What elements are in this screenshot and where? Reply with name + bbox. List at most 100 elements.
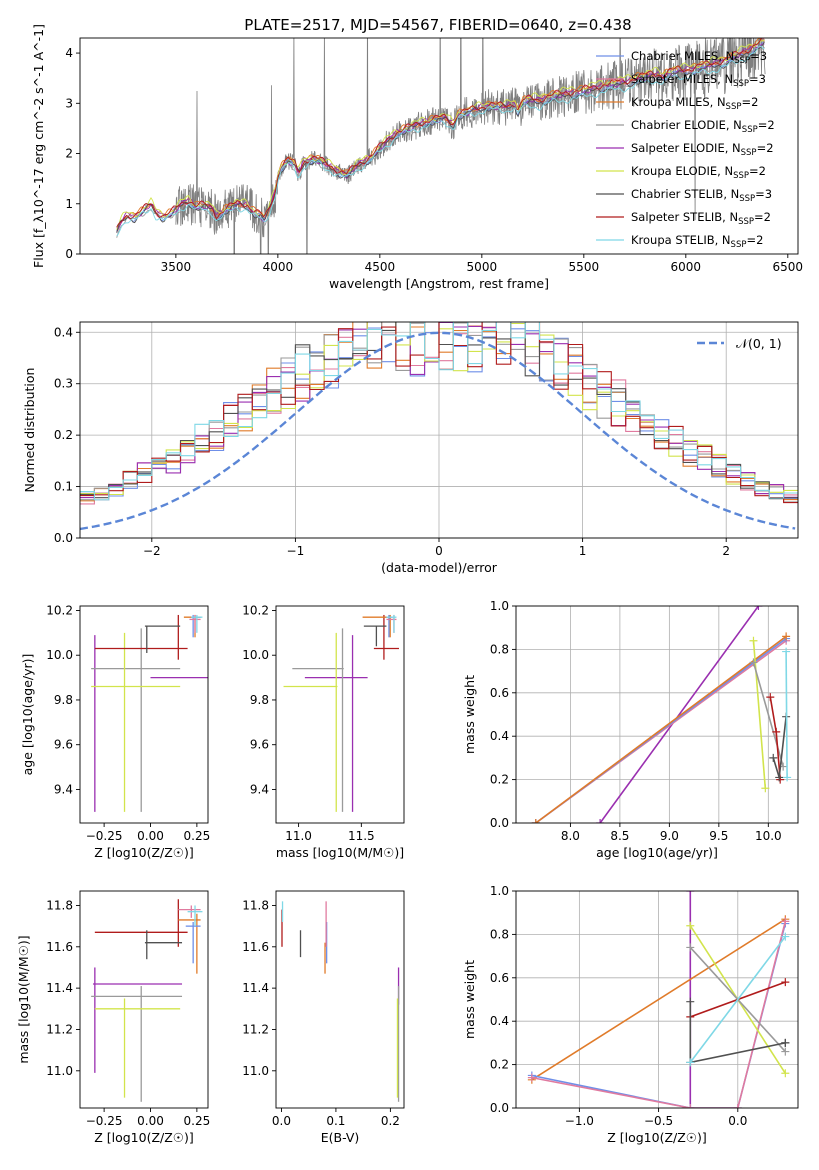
weight-marker bbox=[782, 632, 791, 641]
weight-line bbox=[752, 640, 767, 789]
x-tick-label: −0.25 bbox=[86, 1114, 123, 1128]
y-tick-label: 0.4 bbox=[54, 325, 73, 339]
x-tick-label: −0.5 bbox=[644, 1114, 673, 1128]
x-axis-label: E(B-V) bbox=[321, 1130, 360, 1145]
x-tick-label: 6500 bbox=[773, 260, 804, 274]
y-tick-label: 11.4 bbox=[242, 981, 269, 995]
spectrum-legend: Chabrier MILES, NSSP=3 Salpeter MILES, NS… bbox=[596, 49, 775, 250]
x-tick-label: 0.0 bbox=[272, 1114, 291, 1128]
model-spectrum bbox=[116, 38, 765, 228]
y-tick-label: 0.8 bbox=[490, 927, 509, 941]
weight-marker bbox=[761, 784, 770, 793]
y-tick-label: 11.2 bbox=[242, 1022, 269, 1036]
x-tick-label: 5000 bbox=[467, 260, 498, 274]
x-tick-label: 0.2 bbox=[381, 1114, 400, 1128]
plot-area bbox=[531, 606, 792, 823]
weight-marker bbox=[749, 636, 758, 645]
y-tick-label: 9.8 bbox=[250, 693, 269, 707]
x-tick-label: 1 bbox=[579, 544, 587, 558]
y-tick-label: 11.8 bbox=[242, 898, 269, 912]
residuals-panel: −2 −1 0 1 2 0.0 0.1 0.2 0.3 0.4 (data-model)/error… bbox=[22, 321, 799, 575]
plot-area bbox=[116, 38, 766, 254]
y-tick-label: 9.6 bbox=[250, 738, 269, 752]
weight-marker bbox=[782, 647, 791, 656]
x-tick-label: −1.0 bbox=[565, 1114, 594, 1128]
y-tick-label: 0.0 bbox=[490, 1101, 509, 1115]
y-tick-label: 9.4 bbox=[54, 782, 73, 796]
y-tick-label: 2 bbox=[65, 147, 73, 161]
plot-area bbox=[91, 614, 208, 812]
x-axis-label: Z [log10(Z/Z☉)] bbox=[94, 845, 194, 860]
x-tick-label: 6000 bbox=[671, 260, 702, 274]
y-tick-label: 10.0 bbox=[242, 648, 269, 662]
mass-vs-metallicity-panel: −0.25 0.00 0.25 11.0 11.2 11.4 11.6 11.8 Z [log1… bbox=[16, 890, 210, 1145]
weight-marker bbox=[531, 819, 540, 823]
axes-frame bbox=[275, 890, 405, 1109]
y-tick-label: 0 bbox=[65, 247, 73, 261]
x-axis-label: mass [log10(M/M☉)] bbox=[276, 845, 404, 860]
x-tick-label: 4500 bbox=[365, 260, 396, 274]
y-tick-label: 1.0 bbox=[490, 884, 509, 898]
legend-entry: Salpeter ELODIE, NSSP=2 bbox=[631, 141, 774, 158]
x-tick-label: −0.25 bbox=[86, 829, 123, 843]
observed-spectrum bbox=[175, 38, 766, 254]
legend-entry: Chabrier ELODIE, NSSP=2 bbox=[631, 118, 775, 135]
y-tick-label: 0.3 bbox=[54, 377, 73, 391]
x-tick-label: 0.00 bbox=[137, 1114, 164, 1128]
weight-marker bbox=[781, 932, 790, 941]
legend-entry: Kroupa ELODIE, NSSP=2 bbox=[631, 164, 766, 181]
x-tick-label: 8.0 bbox=[561, 829, 580, 843]
residual-histogram bbox=[80, 322, 798, 504]
x-tick-label: 4000 bbox=[263, 260, 294, 274]
x-tick-label: 2 bbox=[722, 544, 730, 558]
x-tick-label: 0.00 bbox=[137, 829, 164, 843]
weight-marker bbox=[686, 943, 695, 952]
x-tick-label: 0.25 bbox=[184, 829, 211, 843]
y-tick-label: 10.2 bbox=[242, 603, 269, 617]
axes-frame bbox=[515, 890, 799, 1109]
x-tick-label: −1 bbox=[287, 544, 305, 558]
axes-frame bbox=[79, 37, 799, 255]
x-tick-label: 8.5 bbox=[610, 829, 629, 843]
y-tick-label: 0.6 bbox=[490, 686, 509, 700]
x-axis-label: age [log10(age/yr)] bbox=[596, 845, 718, 860]
figure-title: PLATE=2517, MJD=54567, FIBERID=0640, z=0… bbox=[244, 16, 631, 34]
weight-marker bbox=[686, 921, 695, 930]
model-spectrum bbox=[116, 41, 765, 233]
plot-area bbox=[527, 891, 790, 1108]
y-tick-label: 10.0 bbox=[46, 648, 73, 662]
weight-marker bbox=[754, 606, 763, 610]
residual-histogram bbox=[80, 322, 798, 501]
y-tick-label: 10.2 bbox=[46, 603, 73, 617]
y-tick-label: 0.6 bbox=[490, 971, 509, 985]
x-tick-label: 0 bbox=[435, 544, 443, 558]
axes-frame bbox=[79, 605, 209, 824]
y-tick-label: 0.8 bbox=[490, 642, 509, 656]
x-axis-label: Z [log10(Z/Z☉)] bbox=[94, 1130, 194, 1145]
legend-entry: Salpeter STELIB, NSSP=2 bbox=[631, 210, 771, 227]
weight-marker bbox=[527, 1073, 536, 1082]
weight-line bbox=[531, 918, 786, 1081]
weight-marker bbox=[781, 1069, 790, 1078]
legend-entry: Kroupa STELIB, NSSP=2 bbox=[631, 233, 763, 250]
axes-frame bbox=[515, 605, 799, 824]
weight-marker bbox=[733, 1104, 742, 1108]
y-tick-label: 11.0 bbox=[46, 1064, 73, 1078]
y-axis-label: Normed distribution bbox=[22, 368, 37, 493]
weight-marker bbox=[783, 773, 792, 782]
legend-entry: Salpeter MILES, NSSP=3 bbox=[631, 72, 766, 89]
x-tick-label: 9.0 bbox=[660, 829, 679, 843]
weight-marker bbox=[686, 1104, 695, 1108]
y-tick-label: 11.0 bbox=[242, 1064, 269, 1078]
normal-curve bbox=[80, 331, 796, 531]
y-tick-label: 0.0 bbox=[54, 531, 73, 545]
weight-marker bbox=[596, 819, 605, 823]
model-spectrum bbox=[116, 45, 765, 237]
weight-marker bbox=[766, 693, 775, 702]
weight-marker bbox=[769, 753, 778, 762]
normal-legend-label: 𝒩(0, 1) bbox=[736, 336, 782, 351]
weight-line bbox=[599, 606, 760, 823]
residual-histogram bbox=[80, 322, 798, 503]
weight-marker bbox=[686, 1058, 695, 1067]
